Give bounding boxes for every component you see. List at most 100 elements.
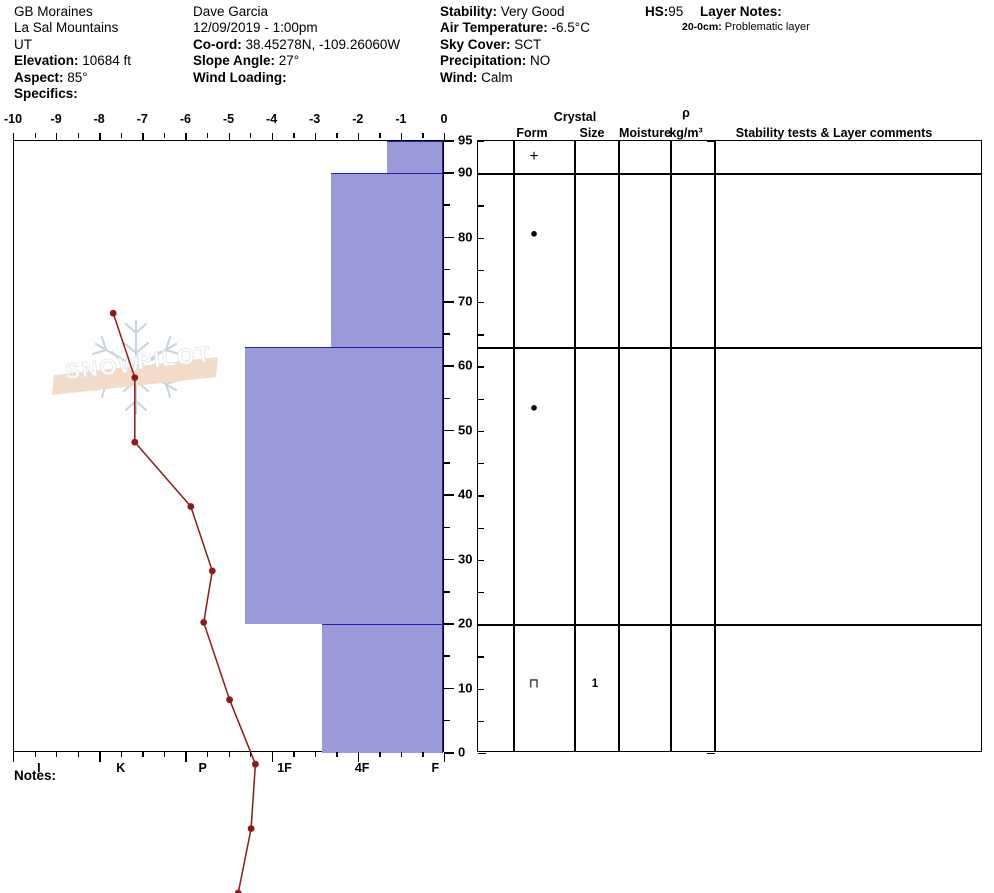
snowpilot-watermark: SNOW PILOT (52, 319, 218, 415)
location-line-0: GB Moraines (14, 4, 131, 20)
crystal-header: Crystal (553, 110, 597, 124)
location-line-1: La Sal Mountains (14, 20, 131, 36)
conditions-label-3: Precipitation: (440, 53, 531, 69)
depth-label-40: 40 (458, 486, 473, 502)
temp-tick-major-8 (357, 133, 360, 142)
location-line-3: Elevation: 10684 ft (14, 53, 131, 69)
size-header: Size (579, 126, 605, 140)
temp-tick-label-1: -9 (50, 112, 62, 126)
conditions-line-3: Precipitation: NO (440, 53, 590, 69)
table-minor-depth-tick (478, 753, 484, 755)
location-line-4: Aspect: 85° (14, 70, 131, 86)
grain-size-value-3: 1 (591, 678, 599, 691)
table-minor-depth-tick (478, 463, 484, 465)
hardness-tick-major (13, 752, 15, 762)
observer-line-1: 12/09/2019 - 1:00pm (193, 20, 400, 36)
hardness-tick-minor (163, 752, 166, 757)
conditions-line-0: Stability: Very Good (440, 4, 590, 20)
observer-value-1: 12/09/2019 - 1:00pm (193, 20, 318, 36)
hardness-label-K: K (116, 761, 126, 775)
temp-tick-minor (77, 133, 80, 138)
temperature-point-9 (234, 889, 242, 893)
depth-label-60: 60 (458, 357, 473, 373)
conditions-value-0: Very Good (500, 4, 565, 19)
location-line-5: Specifics: (14, 86, 131, 102)
conditions-value-3: NO (530, 53, 551, 69)
temp-tick-major-5 (228, 133, 230, 142)
table-minor-depth-tick (478, 430, 484, 433)
hardness-tick-minor (250, 752, 252, 757)
moisture-header: Moisture (618, 126, 672, 140)
temp-tick-minor (163, 133, 166, 138)
temp-tick-major-7 (314, 133, 317, 142)
depth-label-80: 80 (458, 229, 473, 245)
temperature-point-6 (226, 696, 234, 704)
depth-label-70: 70 (458, 293, 473, 309)
observer-value-2: 38.45278N, -109.26060W (245, 36, 401, 52)
depth-tick-major (444, 301, 454, 303)
depth-label-90: 90 (458, 164, 473, 180)
temperature-point-0 (109, 309, 117, 317)
hardness-label-F: F (431, 761, 440, 775)
depth-label-20: 20 (458, 615, 473, 631)
temp-tick-label-10: 0 (440, 112, 448, 126)
hardness-tick-major (357, 752, 360, 762)
depth-tick-minor (444, 526, 450, 529)
depth-tick-major (444, 494, 454, 496)
hardness-tick-minor (142, 752, 144, 757)
header-column-conditions: Stability: Very Good Air Temperature: -6.… (440, 4, 590, 86)
hardness-tick-minor (120, 752, 123, 757)
depth-tick-minor (444, 462, 450, 464)
density-units-header: kg/m³ (669, 126, 703, 140)
table-minor-depth-tick (478, 173, 484, 175)
table-minor-depth-tick (478, 269, 484, 272)
depth-tick-major (444, 140, 454, 142)
hardness-tick-minor (206, 752, 209, 757)
form-header: Form (516, 126, 548, 140)
depth-tick-major (444, 752, 454, 754)
table-col-sep-3 (618, 141, 620, 751)
conditions-value-4: Calm (481, 69, 513, 85)
temp-tick-major-9 (400, 133, 403, 142)
location-value-0: GB Moraines (14, 4, 93, 19)
density-axis-tick-0 (707, 141, 715, 143)
depth-label-10: 10 (458, 680, 473, 696)
hardness-plot: SNOW PILOT (13, 140, 444, 893)
hardness-tick-major (271, 752, 273, 762)
depth-tick-minor (444, 397, 450, 400)
header-layer-notes: Layer Notes: 20-0cm: Problematic layer (682, 4, 810, 35)
observer-line-3: Slope Angle: 27° (193, 53, 400, 69)
depth-tick-major (444, 236, 454, 239)
observer-value-0: Dave Garcia (193, 4, 269, 19)
observer-label-3: Slope Angle: (193, 53, 279, 69)
table-minor-depth-tick (478, 237, 484, 240)
location-label-5: Specifics: (14, 85, 78, 101)
layer-note-text: Problematic layer (724, 21, 810, 34)
temperature-axis: -10 -9 -8 -7 -6 -5 -4 -3 -2 -1 0 (4, 112, 447, 142)
temperature-point-5 (200, 619, 208, 626)
depth-label-95: 95 (458, 132, 473, 148)
temp-tick-major-0 (13, 133, 15, 142)
temp-tick-minor (34, 133, 36, 138)
observer-line-0: Dave Garcia (193, 4, 400, 20)
temp-tick-minor (293, 133, 295, 138)
temp-tick-label-3: -7 (136, 112, 148, 126)
observer-value-3: 27° (278, 53, 300, 69)
table-col-sep-2 (574, 141, 576, 751)
conditions-label-0: Stability: (440, 4, 501, 19)
depth-label-30: 30 (458, 551, 473, 567)
depth-tick-major (444, 429, 454, 432)
table-minor-depth-tick (478, 366, 484, 368)
location-label-4: Aspect: (14, 69, 68, 85)
density-symbol-header: ρ (682, 106, 690, 120)
depth-tick-minor (444, 719, 450, 722)
conditions-line-2: Sky Cover: SCT (440, 37, 590, 53)
depth-tick-major (444, 365, 454, 368)
table-row-sep-2 (478, 347, 981, 349)
table-col-sep-4 (670, 141, 672, 751)
table-minor-depth-tick (478, 688, 484, 690)
table-minor-depth-tick (478, 495, 484, 497)
observer-line-4: Wind Loading: (193, 70, 400, 86)
hardness-tick-minor (228, 752, 230, 757)
hardness-axis: I K P 1F 4F F (13, 752, 446, 775)
